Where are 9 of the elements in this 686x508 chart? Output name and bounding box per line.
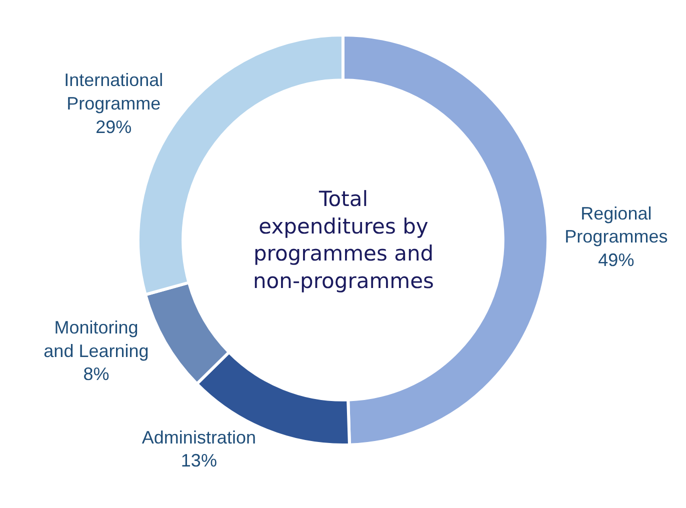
slice-label: Administration xyxy=(142,427,256,448)
data-label: 49% xyxy=(598,250,634,270)
slice-label: Regional Programmes xyxy=(564,203,668,247)
text: Total expenditures by programmes and non-programmes xyxy=(253,187,434,293)
slice-label: Monitoring and Learning xyxy=(44,317,149,361)
slice-label: International Programme xyxy=(64,70,164,114)
data-label: 8% xyxy=(83,364,110,384)
data-label: 29% xyxy=(96,117,132,137)
data-label: 13% xyxy=(180,450,217,471)
